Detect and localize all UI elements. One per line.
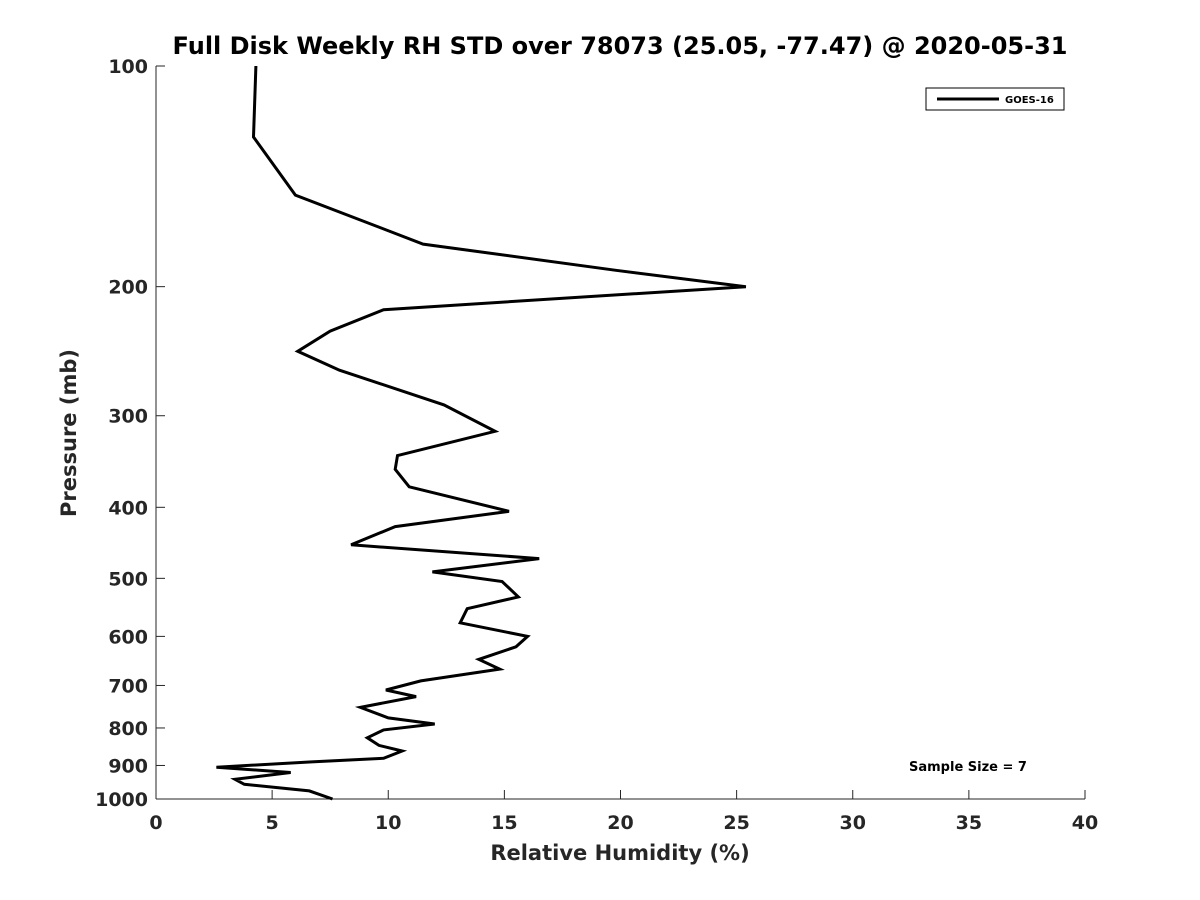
y-axis-label: Pressure (mb) (57, 349, 81, 517)
y-tick-label: 1000 (95, 789, 148, 811)
y-tick-label: 200 (108, 277, 148, 299)
axes: 0 5 10 15 20 25 30 35 40 100 200 300 400 500 600 700 800… (95, 56, 1098, 834)
y-tick-label: 100 (108, 56, 148, 78)
x-tick-label: 15 (491, 812, 517, 834)
x-tick-label: 20 (607, 812, 633, 834)
x-tick-label: 0 (149, 812, 162, 834)
y-tick-label: 500 (108, 568, 148, 590)
series-line-goes16 (216, 65, 747, 801)
y-tick-label: 400 (108, 497, 148, 519)
x-tick-label: 25 (723, 812, 749, 834)
x-tick-label: 35 (956, 812, 982, 834)
y-tick-label: 800 (108, 718, 148, 740)
legend-label-goes16: GOES-16 (1005, 95, 1054, 106)
y-tick-label: 900 (108, 755, 148, 777)
x-tick-label: 30 (840, 812, 866, 834)
x-axis-label: Relative Humidity (%) (490, 841, 749, 865)
series-layer (216, 65, 747, 801)
y-tick-label: 700 (108, 675, 148, 697)
x-tick-label: 5 (266, 812, 279, 834)
y-tick-label: 600 (108, 626, 148, 648)
chart-title: Full Disk Weekly RH STD over 78073 (25.0… (173, 32, 1068, 60)
y-tick-label: 300 (108, 406, 148, 428)
x-tick-label: 40 (1072, 812, 1098, 834)
sample-size-annotation: Sample Size = 7 (909, 760, 1027, 775)
x-tick-label: 10 (375, 812, 401, 834)
